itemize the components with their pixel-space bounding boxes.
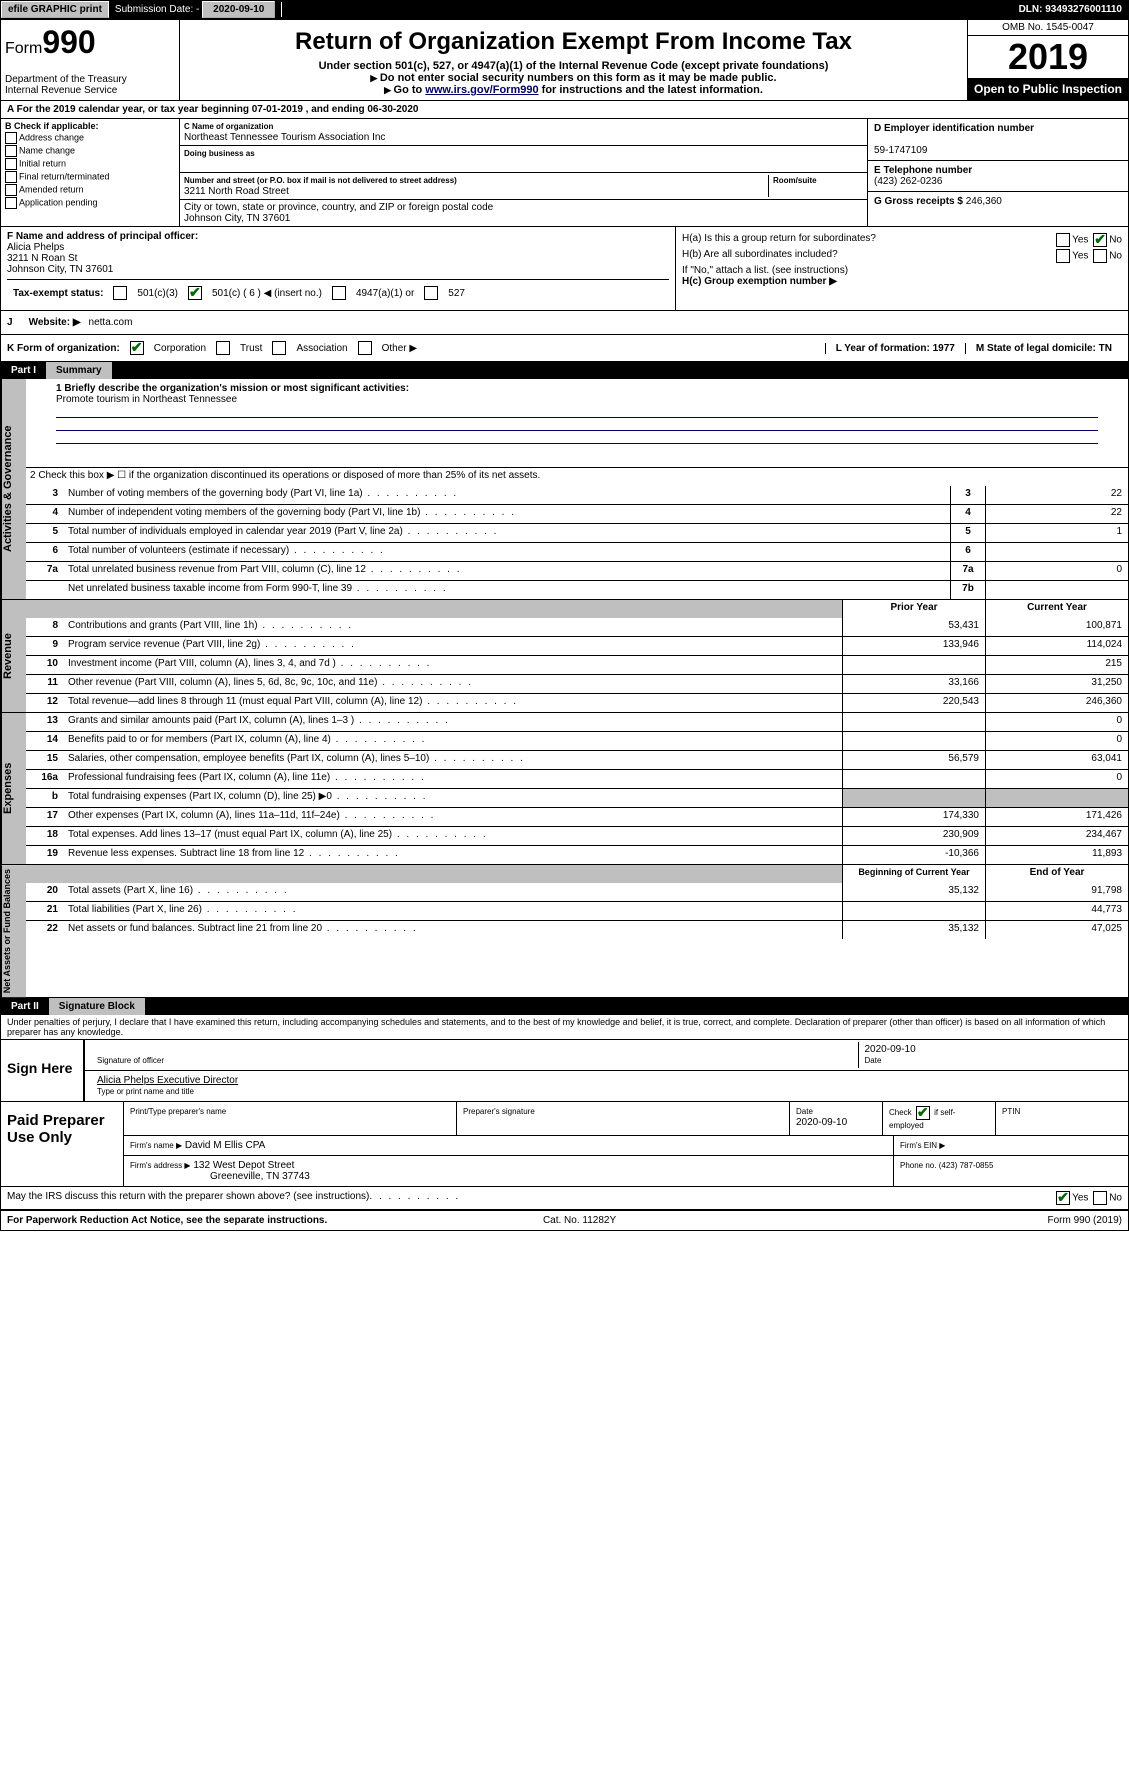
footer: For Paperwork Reduction Act Notice, see … [1,1210,1128,1230]
box-b: B Check if applicable: Address changeNam… [1,119,180,226]
status-4947-check[interactable] [332,286,346,300]
omb: OMB No. 1545-0047 [968,20,1128,36]
instructions-link[interactable]: www.irs.gov/Form990 [425,84,538,96]
boxb-opt[interactable]: Amended return [5,184,175,196]
na-line: 21Total liabilities (Part X, line 26)44,… [26,901,1128,920]
na-line: 22Net assets or fund balances. Subtract … [26,920,1128,939]
k-other[interactable] [358,341,372,355]
dept: Department of the Treasury Internal Reve… [5,74,127,96]
submission-date: Submission Date: - 2020-09-10 [109,2,282,17]
subtitle-3: Go to www.irs.gov/Form990 for instructio… [188,84,959,96]
gov-line: 5Total number of individuals employed in… [26,523,1128,542]
box-deg: D Employer identification number59-17471… [867,119,1128,226]
status-527-check[interactable] [424,286,438,300]
period-row: A For the 2019 calendar year, or tax yea… [1,101,1128,119]
netassets-grid: Net Assets or Fund Balances Beginning of… [1,865,1128,998]
boxb-opt[interactable]: Final return/terminated [5,171,175,183]
boxb-opt[interactable]: Application pending [5,197,175,209]
form-container: Form990 Department of the Treasury Inter… [0,19,1129,1231]
side-governance: Activities & Governance [1,379,26,599]
year-formation: L Year of formation: 1977 [825,343,965,354]
boxb-opt[interactable]: Address change [5,132,175,144]
discuss-row: May the IRS discuss this return with the… [1,1186,1128,1210]
k-row: K Form of organization: Corporation Trus… [1,335,1128,362]
exp-line: bTotal fundraising expenses (Part IX, co… [26,788,1128,807]
exp-line: 14Benefits paid to or for members (Part … [26,731,1128,750]
status-501c3-check[interactable] [113,286,127,300]
website-value: netta.com [89,317,133,328]
side-expenses: Expenses [1,713,26,864]
mission-text: Promote tourism in Northeast Tennessee [56,394,1098,405]
k-trust[interactable] [216,341,230,355]
k-assoc[interactable] [272,341,286,355]
ha-yes[interactable] [1056,233,1070,247]
part1-header: Part I Summary [1,362,1128,379]
subtitle-2: Do not enter social security numbers on … [188,72,959,84]
exp-line: 16aProfessional fundraising fees (Part I… [26,769,1128,788]
exp-line: 19Revenue less expenses. Subtract line 1… [26,845,1128,864]
expenses-grid: Expenses 13Grants and similar amounts pa… [1,713,1128,865]
part2-header: Part II Signature Block [1,998,1128,1015]
revenue-grid: Revenue Prior Year Current Year 8Contrib… [1,600,1128,713]
top-bar: efile GRAPHIC print Submission Date: - 2… [0,0,1129,19]
declaration: Under penalties of perjury, I declare th… [1,1015,1128,1039]
gov-line: 3Number of voting members of the governi… [26,486,1128,504]
gov-line: 4Number of independent voting members of… [26,504,1128,523]
gov-line: Net unrelated business taxable income fr… [26,580,1128,599]
tax-year: 2019 [968,36,1128,78]
rev-line: 9Program service revenue (Part VIII, lin… [26,636,1128,655]
exp-line: 17Other expenses (Part IX, column (A), l… [26,807,1128,826]
side-revenue: Revenue [1,600,26,712]
hb-yes[interactable] [1056,249,1070,263]
header-left: Form990 Department of the Treasury Inter… [1,20,180,100]
box-c: C Name of organizationNortheast Tennesse… [180,119,867,226]
rev-line: 10Investment income (Part VIII, column (… [26,655,1128,674]
state-domicile: M State of legal domicile: TN [965,343,1122,354]
side-netassets: Net Assets or Fund Balances [1,865,26,997]
gov-line: 6Total number of volunteers (estimate if… [26,542,1128,561]
subtitle-1: Under section 501(c), 527, or 4947(a)(1)… [188,60,959,72]
efile-label[interactable]: efile GRAPHIC print [1,1,109,18]
paid-preparer: Paid Preparer Use Only Print/Type prepar… [1,1101,1128,1186]
open-public: Open to Public Inspection [968,78,1128,100]
ha-no[interactable] [1093,233,1107,247]
form-title: Return of Organization Exempt From Incom… [188,28,959,56]
website-row: J Website: ▶ netta.com [1,311,1128,335]
exp-line: 13Grants and similar amounts paid (Part … [26,713,1128,731]
exp-line: 15Salaries, other compensation, employee… [26,750,1128,769]
na-line: 20Total assets (Part X, line 16)35,13291… [26,883,1128,901]
rev-line: 12Total revenue—add lines 8 through 11 (… [26,693,1128,712]
dln: DLN: 93493276001110 [1013,2,1128,17]
box-h: H(a) Is this a group return for subordin… [675,227,1128,310]
rev-line: 11Other revenue (Part VIII, column (A), … [26,674,1128,693]
k-corp[interactable] [130,341,144,355]
boxb-opt[interactable]: Initial return [5,158,175,170]
box-f: F Name and address of principal officer:… [1,227,675,310]
section-bcd: B Check if applicable: Address changeNam… [1,119,1128,227]
header-right: OMB No. 1545-0047 2019 Open to Public In… [967,20,1128,100]
self-employed-check[interactable] [916,1106,930,1120]
gov-line: 7aTotal unrelated business revenue from … [26,561,1128,580]
status-501c-check[interactable] [188,286,202,300]
header-center: Return of Organization Exempt From Incom… [180,20,967,100]
rev-line: 8Contributions and grants (Part VIII, li… [26,618,1128,636]
exp-line: 18Total expenses. Add lines 13–17 (must … [26,826,1128,845]
status-label: Tax-exempt status: [13,288,103,299]
boxb-opt[interactable]: Name change [5,145,175,157]
discuss-yes[interactable] [1056,1191,1070,1205]
sign-here: Sign Here Signature of officer 2020-09-1… [1,1039,1128,1101]
officer-row: F Name and address of principal officer:… [1,227,1128,311]
header: Form990 Department of the Treasury Inter… [1,20,1128,101]
hb-no[interactable] [1093,249,1107,263]
governance-grid: Activities & Governance 1 Briefly descri… [1,379,1128,600]
form-id: Form990 [5,24,175,61]
discuss-no[interactable] [1093,1191,1107,1205]
